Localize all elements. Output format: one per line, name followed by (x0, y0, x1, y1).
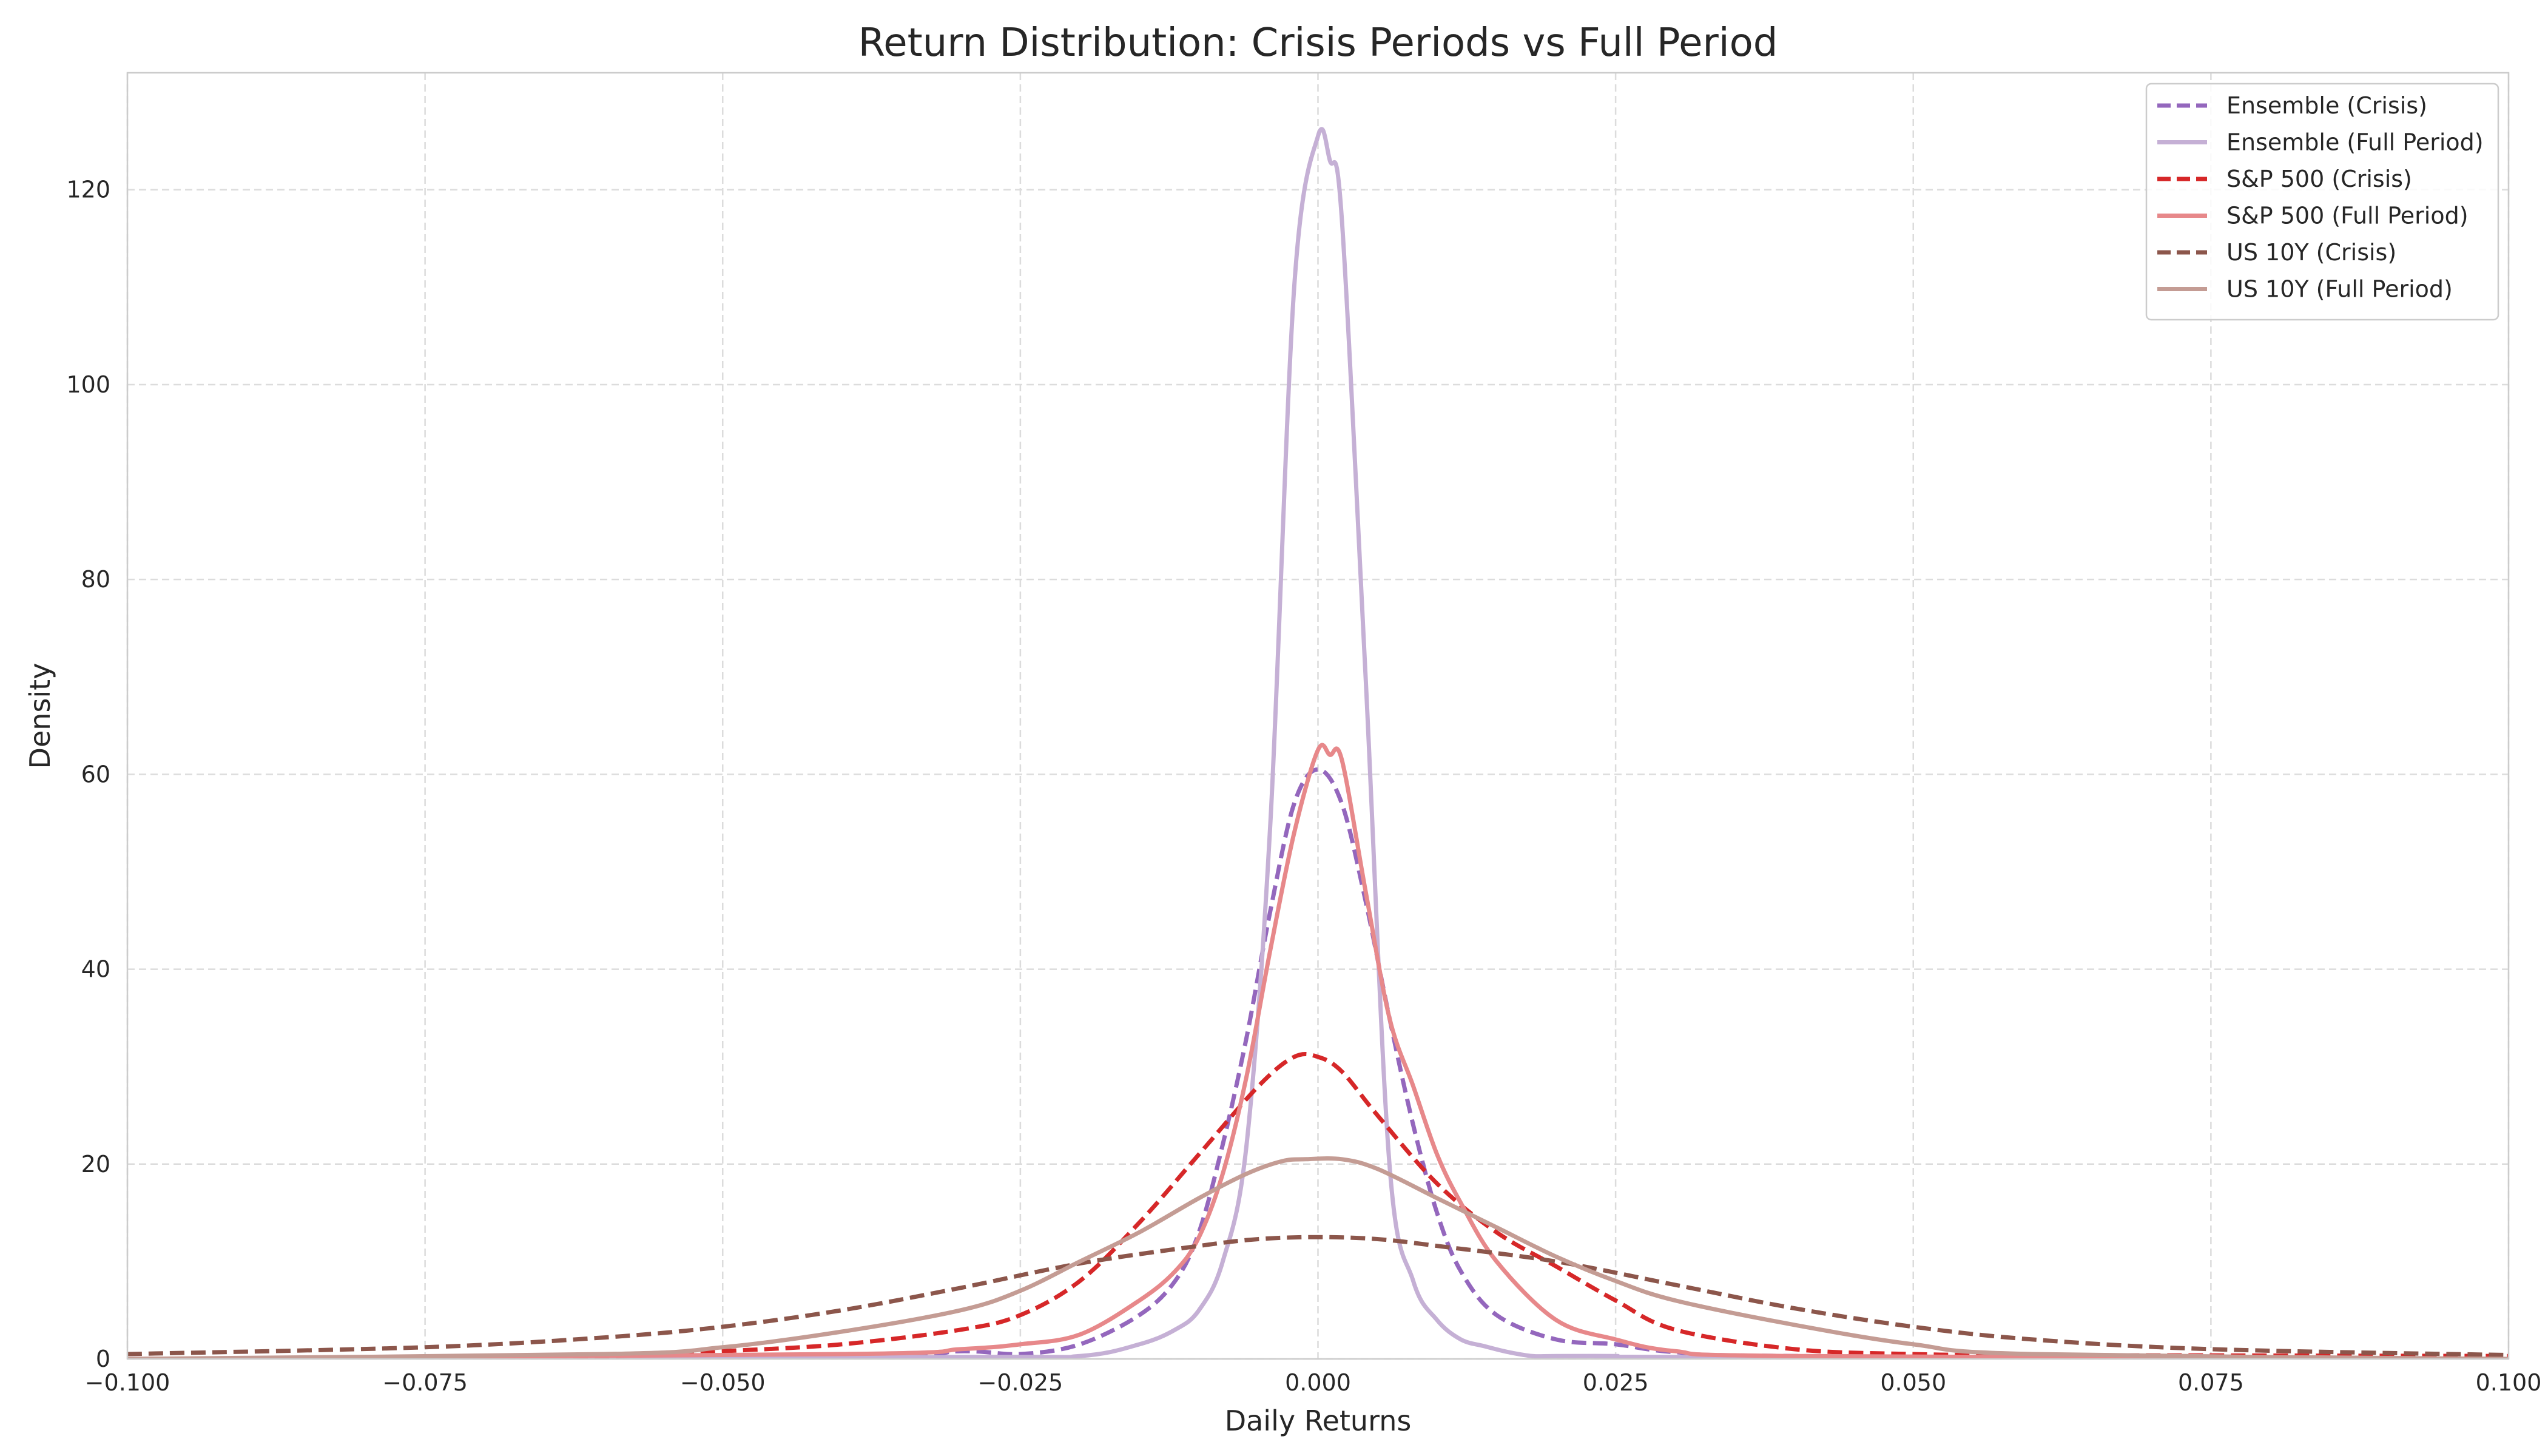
x-tick-label: 0.000 (1285, 1369, 1351, 1396)
x-tick-label: −0.050 (680, 1369, 766, 1396)
series-layer (127, 127, 2509, 1359)
y-tick-label: 60 (81, 761, 110, 787)
legend-label-ensemble-full-period: Ensemble (Full Period) (2226, 129, 2484, 156)
x-tick-label: −0.100 (85, 1369, 170, 1396)
x-tick-labels: −0.100 −0.075 −0.050 −0.025 0.000 0.025 0.050 0… (85, 1369, 2542, 1396)
x-tick-label: 0.100 (2476, 1369, 2542, 1396)
x-tick-label: 0.050 (1880, 1369, 1946, 1396)
legend-label-s-p-500-crisis: S&P 500 (Crisis) (2226, 166, 2412, 192)
plot-frame (126, 72, 2510, 1360)
x-tick-label: −0.075 (382, 1369, 468, 1396)
series-line-us-10y-full-period (127, 1156, 2509, 1359)
y-tick-labels: 0 20 40 60 80 100 120 (66, 177, 110, 1372)
legend-label-ensemble-crisis: Ensemble (Crisis) (2226, 92, 2427, 119)
legend-label-s-p-500-full-period: S&P 500 (Full Period) (2226, 203, 2469, 229)
y-tick-label: 80 (81, 566, 110, 593)
x-tick-label: −0.025 (978, 1369, 1063, 1396)
series-line-us-10y-crisis (127, 1235, 2509, 1358)
y-tick-label: 20 (81, 1151, 110, 1178)
y-tick-label: 0 (96, 1346, 110, 1372)
y-tick-label: 40 (81, 956, 110, 983)
legend-label-us-10y-crisis: US 10Y (Crisis) (2226, 239, 2396, 266)
series-line-s-p-500-crisis (127, 1052, 2509, 1359)
series-line-s-p-500-full-period (127, 743, 2509, 1359)
x-tick-label: 0.075 (2178, 1369, 2244, 1396)
series-line-ensemble-crisis (127, 767, 2509, 1359)
legend: Ensemble (Crisis) Ensemble (Full Period) S… (2145, 83, 2499, 321)
y-axis-label: Density (24, 663, 56, 769)
y-tick-label: 120 (66, 177, 110, 203)
x-axis-label: Daily Returns (1225, 1404, 1412, 1437)
legend-box (2145, 83, 2499, 321)
y-tick-label: 100 (66, 371, 110, 398)
series-line-ensemble-full-period (127, 127, 2509, 1359)
x-tick-label: 0.025 (1583, 1369, 1649, 1396)
chart-title: Return Distribution: Crisis Periods vs F… (858, 21, 1778, 66)
legend-label-us-10y-full-period: US 10Y (Full Period) (2226, 276, 2453, 303)
